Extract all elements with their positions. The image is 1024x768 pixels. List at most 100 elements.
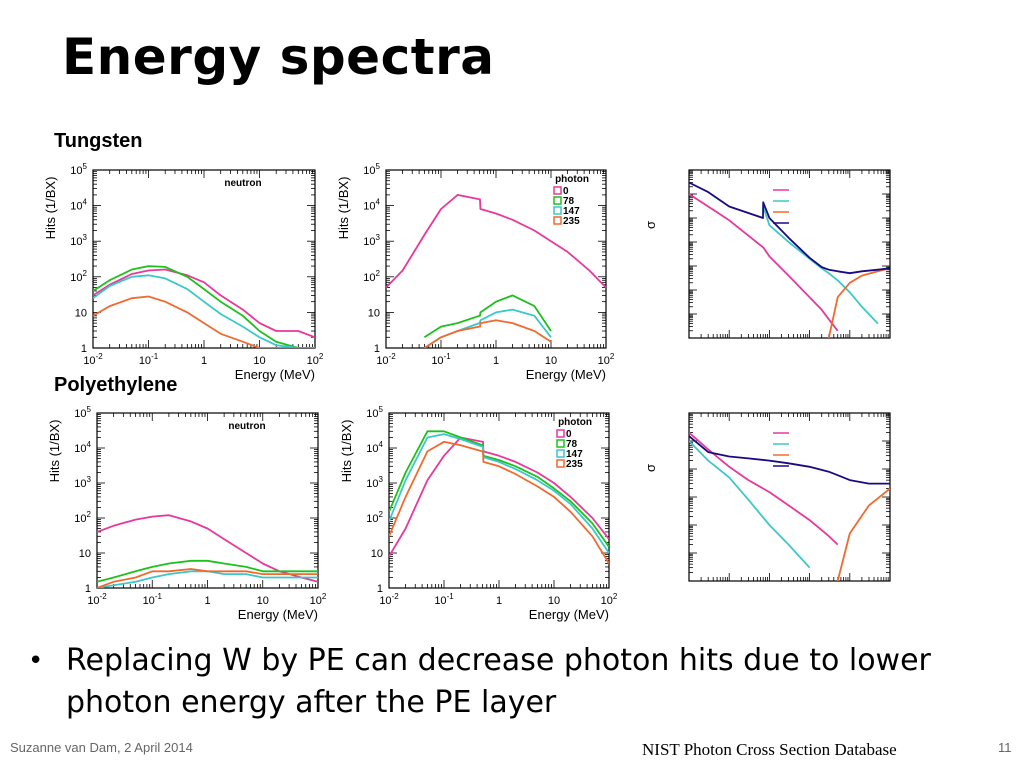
series-line-series_147 xyxy=(762,206,879,325)
x-tick-label: 1 xyxy=(493,355,499,367)
x-tick-label: 10-1 xyxy=(139,352,159,367)
polyethylene-photon-chart: 10-2 10-1 1 10 102 1 10 102 103 104 105 Energy (MeV… xyxy=(339,405,618,622)
series-line-series_235 xyxy=(836,487,890,581)
legend-label: 0 xyxy=(563,186,569,197)
y-tick-label: 103 xyxy=(366,475,383,490)
polyethylene-neutron-chart: 10-2 10-1 1 10 102 1 10 102 103 104 105 Energy (MeV… xyxy=(47,405,327,622)
plot-frame xyxy=(92,169,316,349)
x-tick-label: 1 xyxy=(204,595,210,607)
x-tick-label: 10-2 xyxy=(83,352,103,367)
legend-swatch xyxy=(556,429,565,438)
legend-label: 147 xyxy=(563,206,580,217)
annotation-photon: photon xyxy=(558,417,592,428)
x-tick-label: 102 xyxy=(598,352,615,367)
annotation-neutron: neutron xyxy=(228,421,265,432)
x-tick-label: 10-1 xyxy=(434,592,454,607)
y-axis-label: Hits (1/BX) xyxy=(43,177,58,240)
section-label-tungsten: Tungsten xyxy=(54,130,143,152)
legend-label: 78 xyxy=(563,196,575,207)
plot-frame xyxy=(96,412,319,589)
series-line-series_0 xyxy=(93,268,315,339)
y-axis-label: σ xyxy=(643,464,658,472)
section-label-polyethylene: Polyethylene xyxy=(54,374,178,396)
legend-label: 235 xyxy=(563,216,580,227)
series-line-series_147 xyxy=(93,274,315,348)
y-tick-label: 102 xyxy=(74,510,91,525)
slide-title: Energy spectra xyxy=(62,28,495,86)
legend-swatch xyxy=(553,186,562,195)
y-tick-label: 1 xyxy=(377,583,383,595)
plot-frame xyxy=(688,412,891,582)
x-tick-label: 10-2 xyxy=(379,592,399,607)
plot-frame xyxy=(688,169,891,339)
polyethylene-cross-section-chart: σ xyxy=(643,412,891,582)
footer-author-date: Suzanne van Dam, 2 April 2014 xyxy=(10,740,193,755)
series-line-series_78 xyxy=(423,294,552,339)
x-tick-label: 10 xyxy=(545,355,557,367)
y-tick-label: 105 xyxy=(363,162,380,177)
legend-swatch xyxy=(553,196,562,205)
y-tick-label: 1 xyxy=(81,343,87,355)
x-tick-label: 10 xyxy=(257,595,269,607)
x-tick-label: 10 xyxy=(253,355,265,367)
series-line-series_78 xyxy=(93,265,315,348)
tungsten-cross-section-chart: σ xyxy=(643,169,891,339)
page-number: 11 xyxy=(998,740,1012,755)
series-line-series_78 xyxy=(97,559,318,583)
legend-swatch xyxy=(556,449,565,458)
x-tick-label: 102 xyxy=(310,592,327,607)
y-tick-label: 102 xyxy=(363,269,380,284)
series-line-series_0 xyxy=(689,431,839,546)
x-tick-label: 10 xyxy=(548,595,560,607)
x-axis-label: Energy (MeV) xyxy=(526,367,606,382)
y-axis-label: Hits (1/BX) xyxy=(47,420,62,483)
series-line-series_235 xyxy=(423,319,552,348)
series-line-series_0 xyxy=(689,193,839,332)
series-line-series_147 xyxy=(689,440,811,569)
series-line-series_total xyxy=(689,181,890,275)
y-tick-label: 105 xyxy=(74,405,91,420)
y-tick-label: 10 xyxy=(79,548,91,560)
tungsten-photon-chart: 10-2 10-1 1 10 102 1 10 102 103 104 105 Energy (MeV… xyxy=(336,162,615,382)
y-tick-label: 1 xyxy=(374,343,380,355)
y-tick-label: 104 xyxy=(363,198,380,213)
y-tick-label: 103 xyxy=(70,233,87,248)
x-tick-label: 10-1 xyxy=(431,352,451,367)
bullet-text: Replacing W by PE can decrease photon hi… xyxy=(66,643,931,720)
tungsten-neutron-chart: 10-2 10-1 1 10 102 1 10 102 103 104 105 Energy (MeV… xyxy=(43,162,324,382)
legend-label: 0 xyxy=(566,429,572,440)
x-tick-label: 1 xyxy=(496,595,502,607)
y-tick-label: 102 xyxy=(70,269,87,284)
y-axis-label: σ xyxy=(643,221,658,229)
y-tick-label: 104 xyxy=(74,440,91,455)
x-tick-label: 102 xyxy=(307,352,324,367)
series-line-series_235 xyxy=(93,295,315,348)
y-tick-label: 105 xyxy=(70,162,87,177)
x-tick-label: 10-2 xyxy=(376,352,396,367)
annotation-photon: photon xyxy=(555,174,589,185)
y-tick-label: 1 xyxy=(85,583,91,595)
x-axis-label: Energy (MeV) xyxy=(529,607,609,622)
y-axis-label: Hits (1/BX) xyxy=(339,420,354,483)
y-tick-label: 103 xyxy=(363,233,380,248)
legend-swatch xyxy=(553,206,562,215)
series-line-series_235 xyxy=(827,267,890,338)
series-line-series_235 xyxy=(389,440,609,564)
y-tick-label: 104 xyxy=(70,198,87,213)
series-line-series_235 xyxy=(97,568,318,588)
y-tick-label: 10 xyxy=(371,548,383,560)
y-tick-label: 102 xyxy=(366,510,383,525)
x-tick-label: 10-1 xyxy=(143,592,163,607)
x-axis-label: Energy (MeV) xyxy=(235,367,315,382)
y-tick-label: 103 xyxy=(74,475,91,490)
x-tick-label: 10-2 xyxy=(87,592,107,607)
y-tick-label: 105 xyxy=(366,405,383,420)
footer-source: NIST Photon Cross Section Database xyxy=(642,740,897,759)
y-tick-label: 10 xyxy=(368,307,380,319)
y-tick-label: 104 xyxy=(366,440,383,455)
legend-swatch xyxy=(556,439,565,448)
y-axis-label: Hits (1/BX) xyxy=(336,177,351,240)
legend-label: 147 xyxy=(566,449,583,460)
x-tick-label: 102 xyxy=(601,592,618,607)
